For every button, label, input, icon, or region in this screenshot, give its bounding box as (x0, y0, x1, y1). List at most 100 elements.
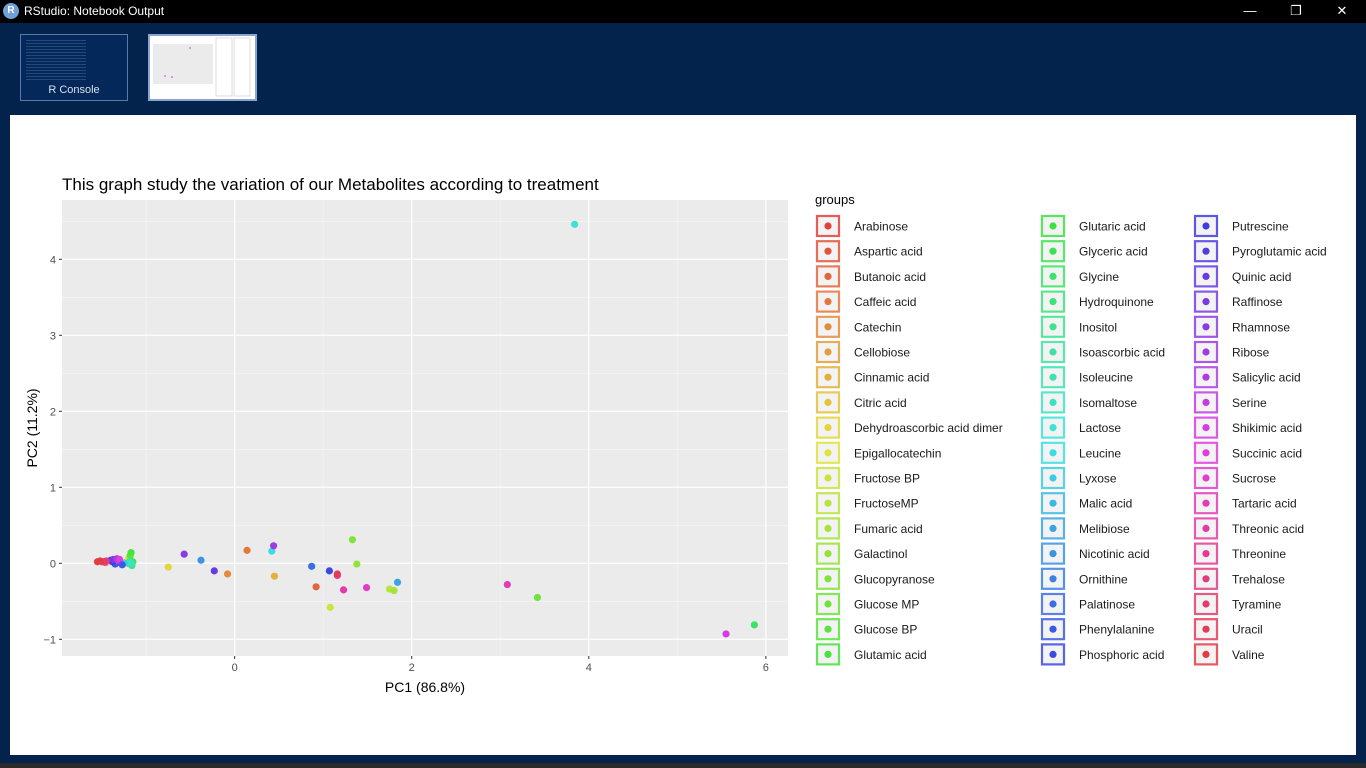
data-point (270, 542, 278, 550)
legend-label: Glucose BP (854, 623, 917, 637)
legend-label: Cinnamic acid (854, 371, 929, 385)
legend-label: Glucopyranose (854, 572, 935, 586)
legend-point (824, 272, 832, 280)
x-tick-label: 4 (586, 662, 592, 674)
legend-point (1049, 575, 1057, 583)
legend-point (1049, 625, 1057, 633)
close-button[interactable]: ✕ (1336, 3, 1348, 18)
legend-label: Salicylic acid (1232, 371, 1301, 385)
maximize-button[interactable]: ❐ (1290, 3, 1302, 18)
legend-point (824, 575, 832, 583)
legend-point (1049, 499, 1057, 507)
legend-point (1202, 272, 1210, 280)
console-thumbnail-icon (26, 40, 86, 80)
minimize-button[interactable]: — (1243, 3, 1257, 18)
legend: Arabinose Aspartic acid Butanoic acid Caffe… (815, 214, 1327, 666)
window-title: RStudio: Notebook Output (24, 4, 165, 18)
data-point (308, 562, 316, 570)
plot-thumbnail-icon (153, 37, 251, 97)
output-thumbnail-strip: R Console (0, 23, 1366, 115)
data-point (326, 603, 334, 611)
y-axis-label: PC2 (11.2%) (24, 388, 40, 467)
legend-point (1202, 600, 1210, 608)
data-points (93, 220, 758, 638)
pca-scatter-chart: This graph study the variation of our Me… (24, 175, 1327, 695)
x-tick-label: 0 (232, 662, 238, 674)
legend-point (1049, 222, 1057, 230)
data-point (722, 630, 730, 638)
legend-label: Isoascorbic acid (1079, 346, 1165, 360)
legend-label: Melibiose (1079, 522, 1130, 536)
legend-label: Sucrose (1232, 472, 1276, 486)
legend-point (1202, 449, 1210, 457)
legend-label: Serine (1232, 396, 1267, 410)
legend-point (824, 398, 832, 406)
legend-point (1049, 600, 1057, 608)
legend-point (1202, 348, 1210, 356)
grid-lines (62, 200, 788, 656)
legend-label: Ornithine (1079, 572, 1128, 586)
legend-label: Cellobiose (854, 346, 910, 360)
legend-label: Catechin (854, 320, 901, 334)
legend-point (824, 625, 832, 633)
legend-point (1202, 323, 1210, 331)
legend-point (824, 222, 832, 230)
legend-point (824, 247, 832, 255)
legend-label: Ribose (1232, 346, 1270, 360)
r-console-thumbnail[interactable]: R Console (20, 34, 128, 101)
data-point (115, 555, 124, 564)
legend-label: Arabinose (854, 220, 908, 234)
legend-point (824, 298, 832, 306)
legend-point (1049, 650, 1057, 659)
legend-label: Glutamic acid (854, 648, 927, 662)
legend-point (1049, 474, 1057, 482)
data-point (533, 593, 542, 602)
legend-label: Lyxose (1079, 472, 1117, 486)
data-point (96, 557, 104, 565)
y-tick-label: 4 (50, 254, 56, 266)
legend-label: Rhamnose (1232, 320, 1290, 334)
legend-point (824, 348, 832, 356)
legend-point (1049, 323, 1057, 331)
legend-label: Dehydroascorbic acid dimer (854, 421, 1003, 435)
legend-point (824, 524, 832, 532)
bottom-edge (0, 763, 1366, 768)
legend-label: Succinic acid (1232, 446, 1302, 460)
legend-label: Fructose BP (854, 472, 920, 486)
legend-point (1049, 298, 1057, 306)
legend-label: Putrescine (1232, 220, 1289, 234)
legend-label: Tartaric acid (1232, 497, 1297, 511)
legend-point (1202, 550, 1210, 558)
data-point (571, 220, 579, 228)
legend-label: Fumaric acid (854, 522, 923, 536)
legend-label: Pyroglutamic acid (1232, 245, 1327, 259)
legend-point (1049, 272, 1057, 280)
legend-point (1202, 222, 1210, 230)
data-point (164, 563, 172, 571)
legend-label: Hydroquinone (1079, 295, 1154, 309)
legend-point (824, 550, 832, 558)
legend-point (1049, 348, 1057, 356)
legend-label: Citric acid (854, 396, 907, 410)
legend-point (1202, 247, 1210, 255)
data-point (333, 570, 341, 578)
legend-label: Caffeic acid (854, 295, 916, 309)
axes: 0 2 4 6 −1 0 1 2 3 4 (43, 254, 768, 674)
legend-point (824, 650, 832, 659)
legend-label: Glyceric acid (1079, 245, 1148, 259)
legend-label: Isoleucine (1079, 371, 1133, 385)
y-tick-label: 2 (50, 406, 56, 418)
legend-label: Malic acid (1079, 497, 1132, 511)
legend-label: Shikimic acid (1232, 421, 1302, 435)
data-point (118, 561, 126, 569)
data-point (180, 550, 188, 558)
legend-title: groups (815, 192, 855, 207)
x-tick-label: 2 (409, 662, 415, 674)
data-point (223, 570, 232, 578)
y-tick-label: 0 (50, 558, 56, 570)
plot-thumbnail[interactable] (148, 34, 257, 101)
x-tick-label: 6 (763, 662, 769, 674)
r-console-label: R Console (48, 84, 100, 96)
data-point (353, 560, 361, 568)
legend-point (1049, 247, 1057, 255)
